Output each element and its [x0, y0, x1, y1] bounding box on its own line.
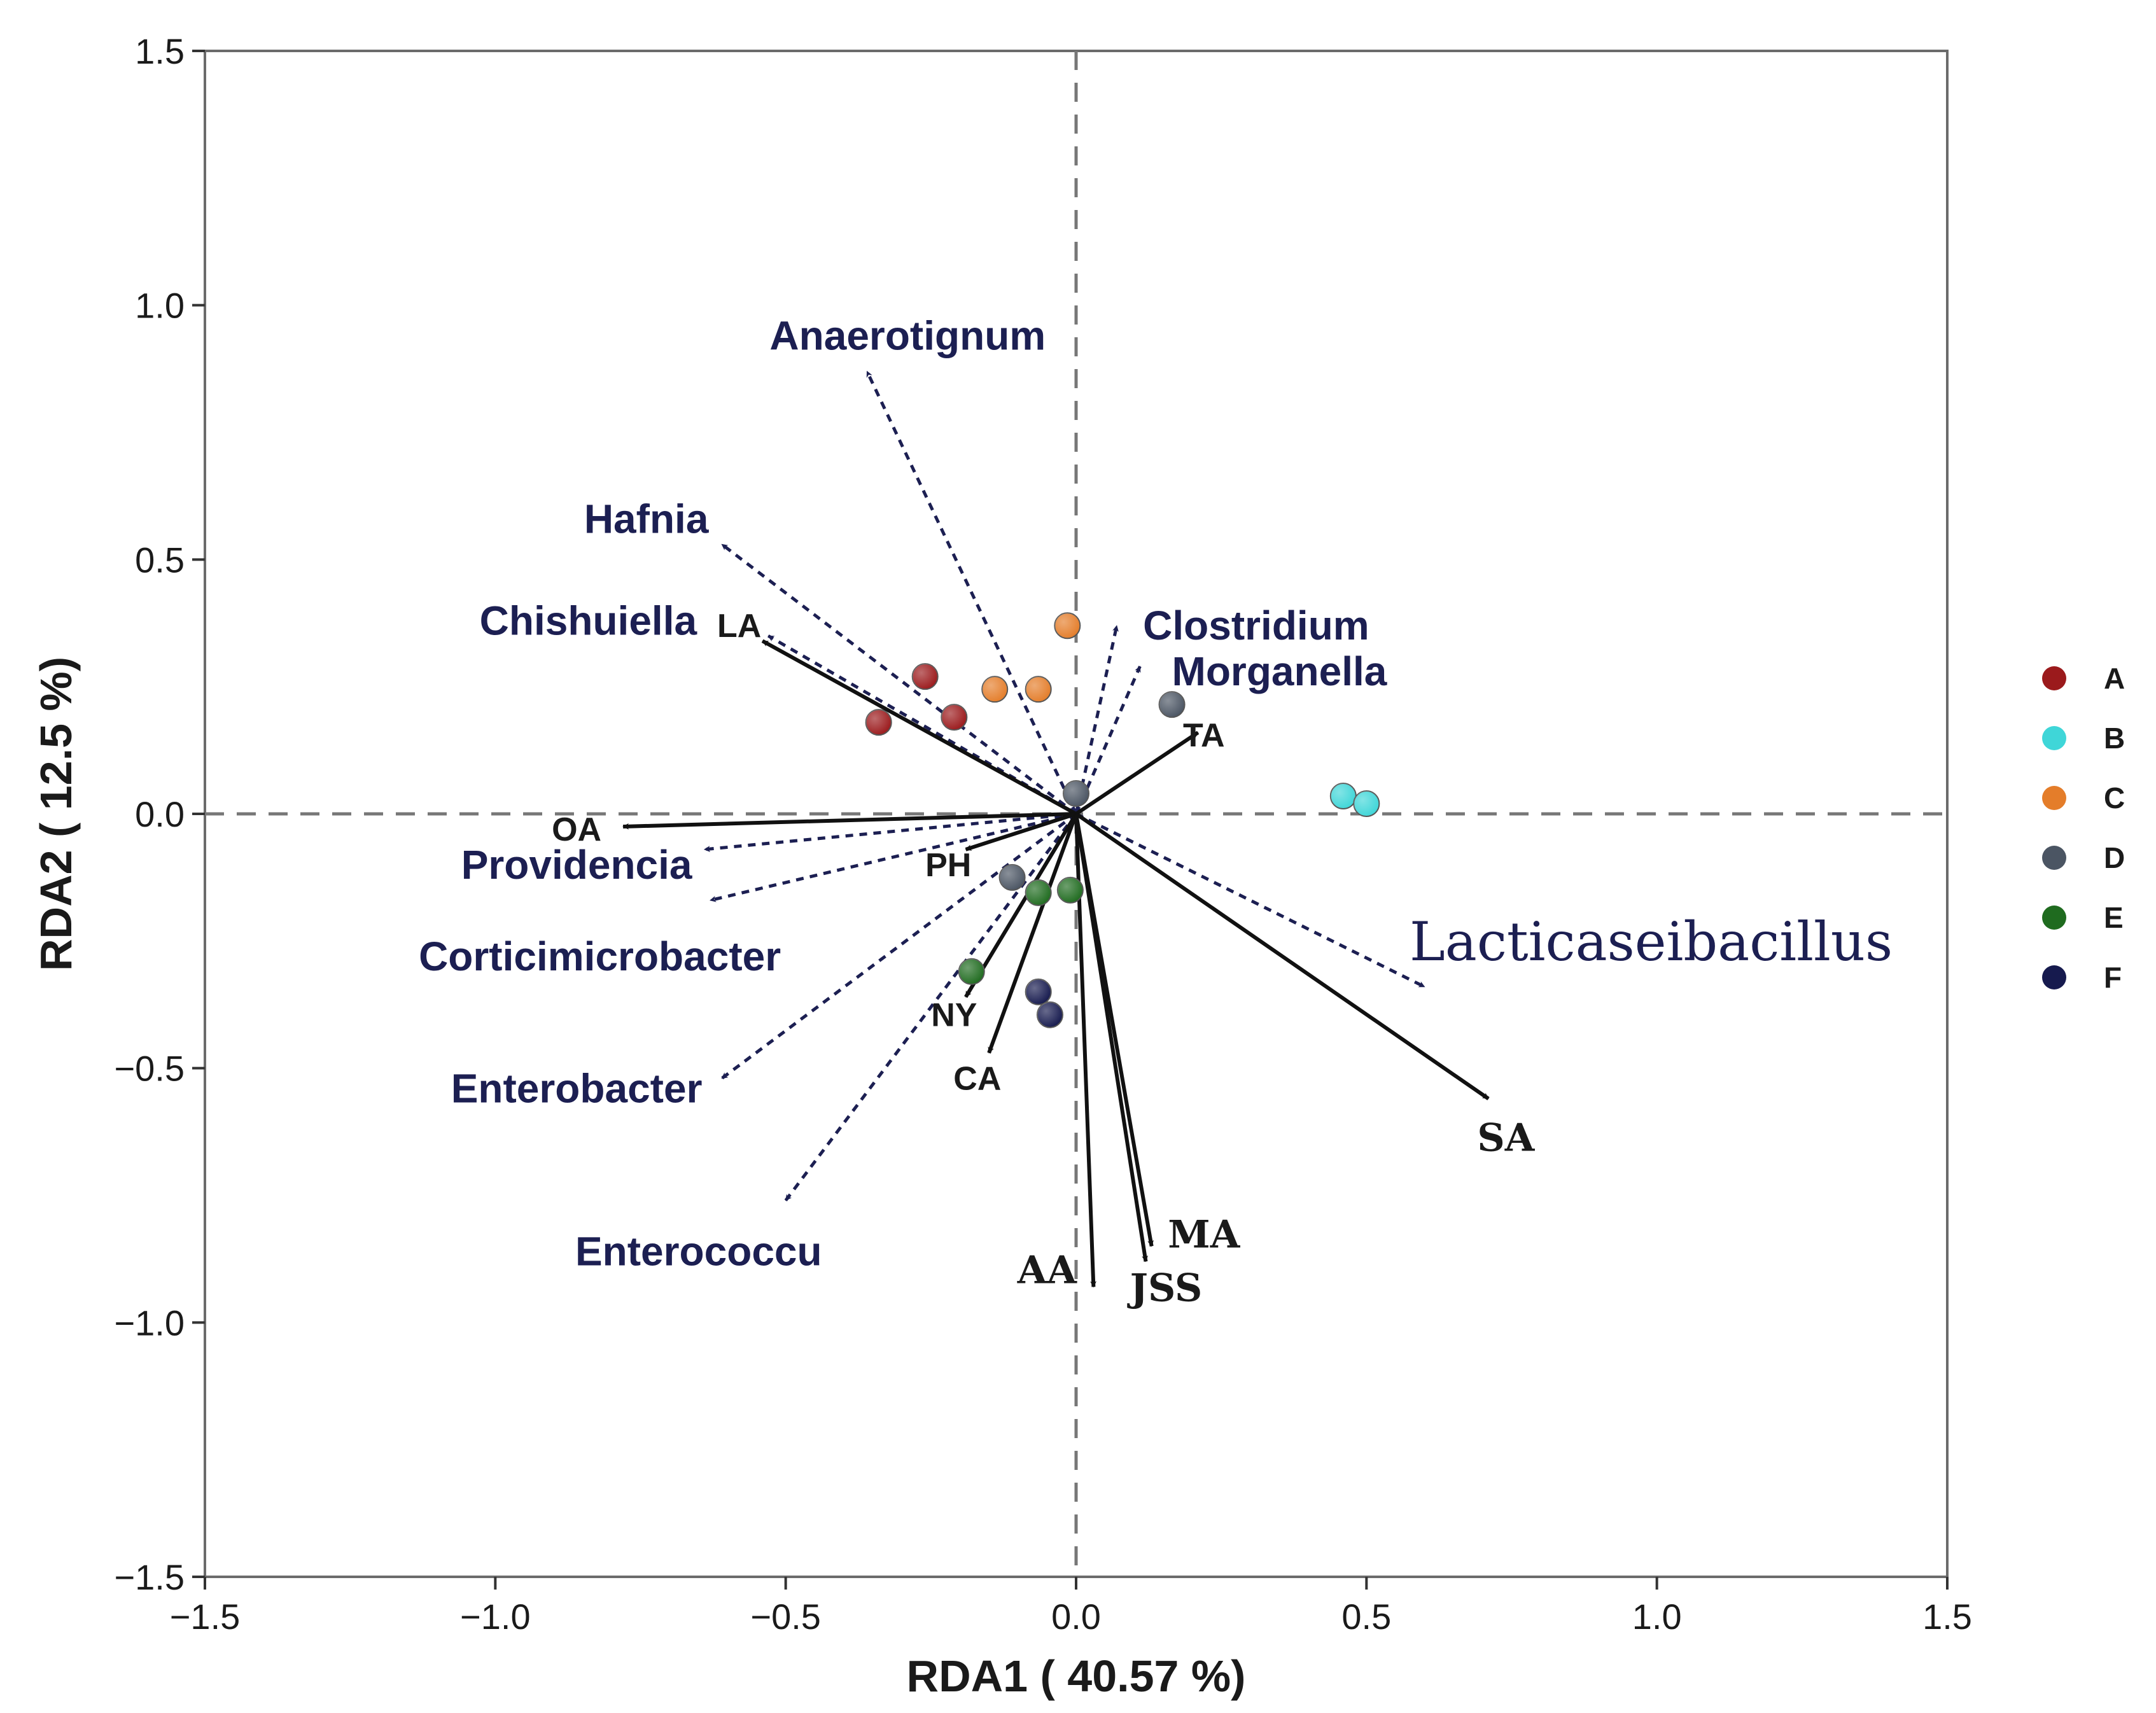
point-highlight [999, 864, 1025, 890]
y-tick-label: −1.5 [114, 1557, 185, 1597]
env-label-oa: OA [552, 811, 601, 848]
species-arrow-corticimicrobacter [710, 812, 1077, 902]
point-highlight [1025, 879, 1051, 905]
y-tick-label: −1.0 [114, 1303, 185, 1343]
y-tick-label: 1.5 [135, 31, 185, 71]
env-arrow-oa [622, 812, 1077, 830]
y-tick-label: 1.0 [135, 286, 185, 326]
legend-key-d [2042, 846, 2066, 870]
point-highlight [1054, 613, 1081, 639]
legend-key-f [2042, 965, 2066, 989]
point-highlight [865, 710, 892, 736]
legend-label-d: D [2104, 841, 2125, 874]
env-arrow-jss [1074, 813, 1149, 1262]
legend-key-c [2042, 786, 2066, 810]
species-arrow-hafnia [720, 543, 1077, 815]
species-label-morganella: Morganella [1172, 648, 1387, 694]
env-arrow-ca [987, 813, 1078, 1054]
point-highlight [1354, 791, 1380, 817]
point-highlight [1330, 783, 1356, 809]
env-label-aa: AA [1017, 1248, 1078, 1292]
environment-vectors [622, 639, 1490, 1288]
y-axis-title: RDA2 ( 12.5 %) [31, 657, 81, 971]
legend-key-e [2042, 905, 2066, 930]
point-highlight [958, 958, 984, 984]
point-highlight [982, 676, 1008, 703]
x-tick-label: 1.0 [1632, 1597, 1682, 1637]
y-tick-label: 0.5 [135, 540, 185, 580]
sample-points [865, 612, 1380, 1028]
x-tick-label: 0.0 [1051, 1597, 1101, 1637]
y-tick-label: 0.0 [135, 794, 185, 834]
species-label-chishuiella: Chishuiella [480, 598, 697, 643]
legend-key-a [2042, 666, 2066, 690]
env-arrow-ny [964, 813, 1078, 998]
point-highlight [1025, 676, 1051, 703]
env-label-ny: NY [931, 997, 977, 1034]
point-highlight [1025, 979, 1051, 1005]
species-label-anaerotignum: Anaerotignum [769, 313, 1046, 359]
x-axis-title: RDA1 ( 40.57 %) [907, 1651, 1246, 1701]
species-label-clostridium: Clostridium [1143, 603, 1369, 648]
env-arrow-la [761, 639, 1077, 816]
x-tick-label: 1.5 [1922, 1597, 1972, 1637]
env-label-ma: MA [1168, 1212, 1240, 1257]
species-arrow-anaerotignum [865, 370, 1078, 815]
point-highlight [1159, 692, 1185, 718]
point-highlight [1057, 877, 1083, 903]
env-arrow-sa [1075, 812, 1490, 1101]
species-label-enterobacter: Enterobacter [451, 1066, 703, 1112]
point-highlight [1063, 781, 1089, 807]
x-axis: −1.5 −1.0 −0.5 0.0 0.5 1.0 1.5 [170, 1577, 1972, 1637]
env-arrow-ta [1075, 731, 1200, 816]
environment-labels: LA OA PH TA SA NY CA AA MA JSS [552, 608, 1536, 1310]
species-labels: Anaerotignum Hafnia Chishuiella Clostridium… [419, 313, 1893, 1275]
point-highlight [1037, 1002, 1063, 1028]
legend-label-a: A [2104, 662, 2125, 695]
species-arrow-enterococcu [784, 813, 1077, 1201]
env-label-ph: PH [925, 847, 971, 884]
species-label-hafnia: Hafnia [584, 496, 709, 542]
legend-key-b [2042, 726, 2066, 750]
y-tick-label: −0.5 [114, 1049, 185, 1089]
species-arrow-enterobacter [720, 812, 1077, 1080]
legend-label-c: C [2104, 781, 2125, 815]
legend-label-f: F [2104, 961, 2122, 994]
species-label-corticimicrobacter: Corticimicrobacter [419, 933, 781, 979]
point-highlight [941, 704, 967, 731]
x-tick-label: −1.0 [460, 1597, 531, 1637]
x-tick-label: 0.5 [1341, 1597, 1391, 1637]
species-arrow-providencia [703, 812, 1077, 853]
env-label-la: LA [717, 608, 761, 645]
env-label-jss: JSS [1127, 1266, 1203, 1310]
env-label-ca: CA [953, 1061, 1001, 1098]
species-vectors [703, 370, 1425, 1201]
env-arrow-ph [965, 812, 1077, 851]
env-label-sa: SA [1477, 1116, 1535, 1161]
point-highlight [912, 664, 938, 690]
legend-label-e: E [2104, 901, 2124, 934]
species-arrow-lacticaseibacillus [1075, 812, 1425, 989]
x-tick-label: −1.5 [170, 1597, 241, 1637]
species-label-providencia: Providencia [461, 842, 692, 888]
x-tick-label: −0.5 [750, 1597, 821, 1637]
species-label-enterococcu: Enterococcu [575, 1228, 822, 1274]
env-label-ta: TA [1183, 717, 1224, 754]
species-label-lacticaseibacillus: Lacticaseibacillus [1410, 911, 1893, 973]
legend-label-b: B [2104, 722, 2125, 755]
y-axis: −1.5 −1.0 −0.5 0.0 0.5 1.0 1.5 [114, 31, 205, 1597]
